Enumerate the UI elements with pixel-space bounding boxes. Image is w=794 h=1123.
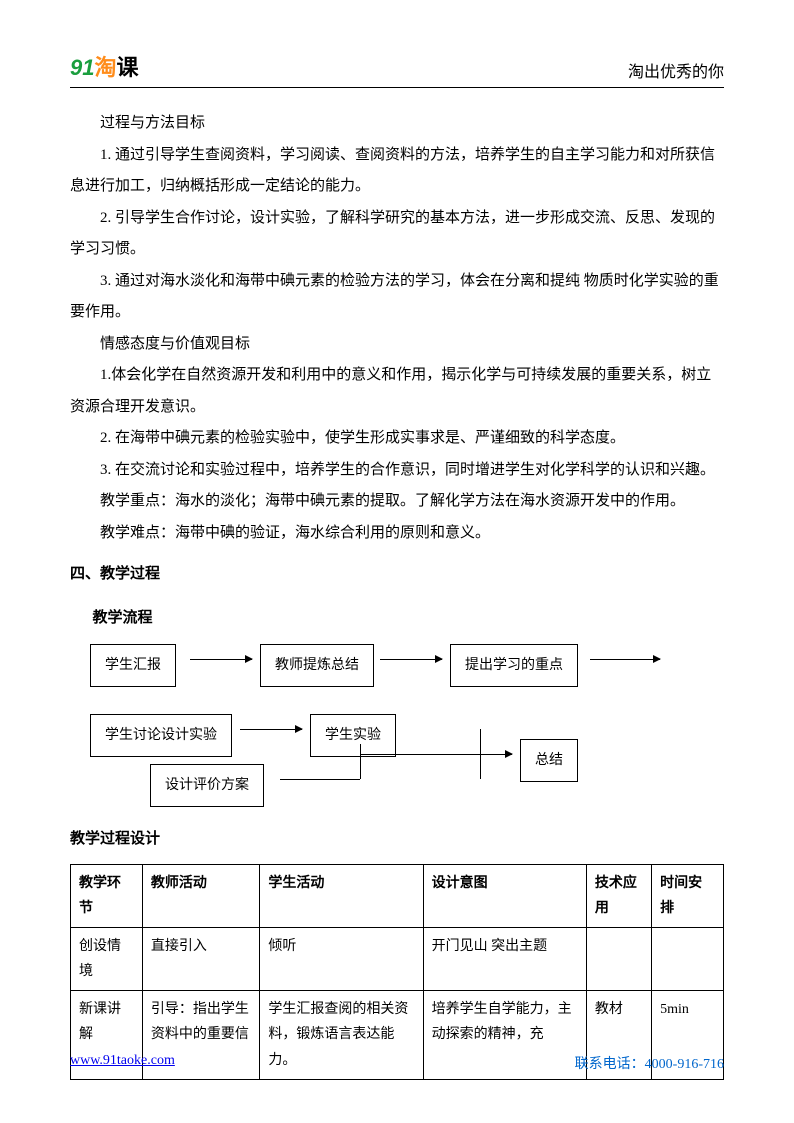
heading-teaching-design: 教学过程设计 [70,824,724,856]
th-teacher: 教师活动 [142,864,260,927]
th-intent: 设计意图 [423,864,586,927]
td-stage: 创设情境 [71,927,143,990]
th-stage: 教学环节 [71,864,143,927]
flow-node-summary: 总结 [520,739,578,782]
td-student: 倾听 [260,927,423,990]
th-student: 学生活动 [260,864,423,927]
td-intent: 开门见山 突出主题 [423,927,586,990]
para-process-3: 3. 通过对海水淡化和海带中碘元素的检验方法的学习，体会在分离和提纯 物质时化学… [70,266,724,329]
logo-tao: 淘 [94,55,116,80]
teaching-design-table: 教学环节 教师活动 学生活动 设计意图 技术应用 时间安排 创设情境 直接引入 … [70,864,724,1080]
page-footer: www.91taoke.com 联系电话：4000-916-716 [70,1053,724,1073]
flow-arrow [190,659,252,660]
para-emotion-3: 3. 在交流讨论和实验过程中，培养学生的合作意识，同时增进学生对化学科学的认识和… [70,455,724,487]
footer-phone: 联系电话：4000-916-716 [575,1053,724,1073]
para-teaching-focus: 教学重点：海水的淡化；海带中碘元素的提取。了解化学方法在海水资源开发中的作用。 [70,486,724,518]
logo: 91淘课 [70,50,139,82]
table-row: 创设情境 直接引入 倾听 开门见山 突出主题 [71,927,724,990]
footer-phone-number: 4000-916-716 [645,1057,724,1072]
th-time: 时间安排 [652,864,724,927]
flow-arrow [480,754,512,755]
flow-connector [360,744,361,779]
td-teacher: 直接引入 [142,927,260,990]
flow-arrow [590,659,660,660]
para-emotion-2: 2. 在海带中碘元素的检验实验中，使学生形成实事求是、严谨细致的科学态度。 [70,423,724,455]
flow-node-discuss-design: 学生讨论设计实验 [90,714,232,757]
flow-node-teacher-summary: 教师提炼总结 [260,644,374,687]
document-body: 过程与方法目标 1. 通过引导学生查阅资料，学习阅读、查阅资料的方法，培养学生的… [70,108,724,1080]
footer-phone-label: 联系电话： [575,1057,645,1072]
flow-arrow [380,659,442,660]
para-process-2: 2. 引导学生合作讨论，设计实验，了解科学研究的基本方法，进一步形成交流、反思、… [70,203,724,266]
flow-connector [360,754,480,755]
logo-ke: 课 [117,55,139,80]
table-header-row: 教学环节 教师活动 学生活动 设计意图 技术应用 时间安排 [71,864,724,927]
heading-emotion-values: 情感态度与价值观目标 [70,329,724,361]
flowchart: 学生汇报 教师提炼总结 提出学习的重点 学生讨论设计实验 学生实验 总结 设计评… [90,644,724,804]
heading-process-methods: 过程与方法目标 [70,108,724,140]
flow-node-student-report: 学生汇报 [90,644,176,687]
flow-node-key-points: 提出学习的重点 [450,644,578,687]
heading-section-4: 四、教学过程 [70,559,724,591]
heading-teaching-flow: 教学流程 [70,603,724,635]
logo-91: 91 [70,55,94,80]
td-tech [586,927,651,990]
flow-connector [280,779,360,780]
flow-arrow [240,729,302,730]
page-header: 91淘课 淘出优秀的你 [70,50,724,88]
para-process-1: 1. 通过引导学生查阅资料，学习阅读、查阅资料的方法，培养学生的自主学习能力和对… [70,140,724,203]
para-teaching-difficulty: 教学难点：海带中碘的验证，海水综合利用的原则和意义。 [70,518,724,550]
header-tagline: 淘出优秀的你 [628,58,724,82]
footer-link[interactable]: www.91taoke.com [70,1053,175,1073]
th-tech: 技术应用 [586,864,651,927]
flow-node-student-experiment: 学生实验 [310,714,396,757]
flow-node-eval-plan: 设计评价方案 [150,764,264,807]
para-emotion-1: 1.体会化学在自然资源开发和利用中的意义和作用，揭示化学与可持续发展的重要关系，… [70,360,724,423]
td-time [652,927,724,990]
